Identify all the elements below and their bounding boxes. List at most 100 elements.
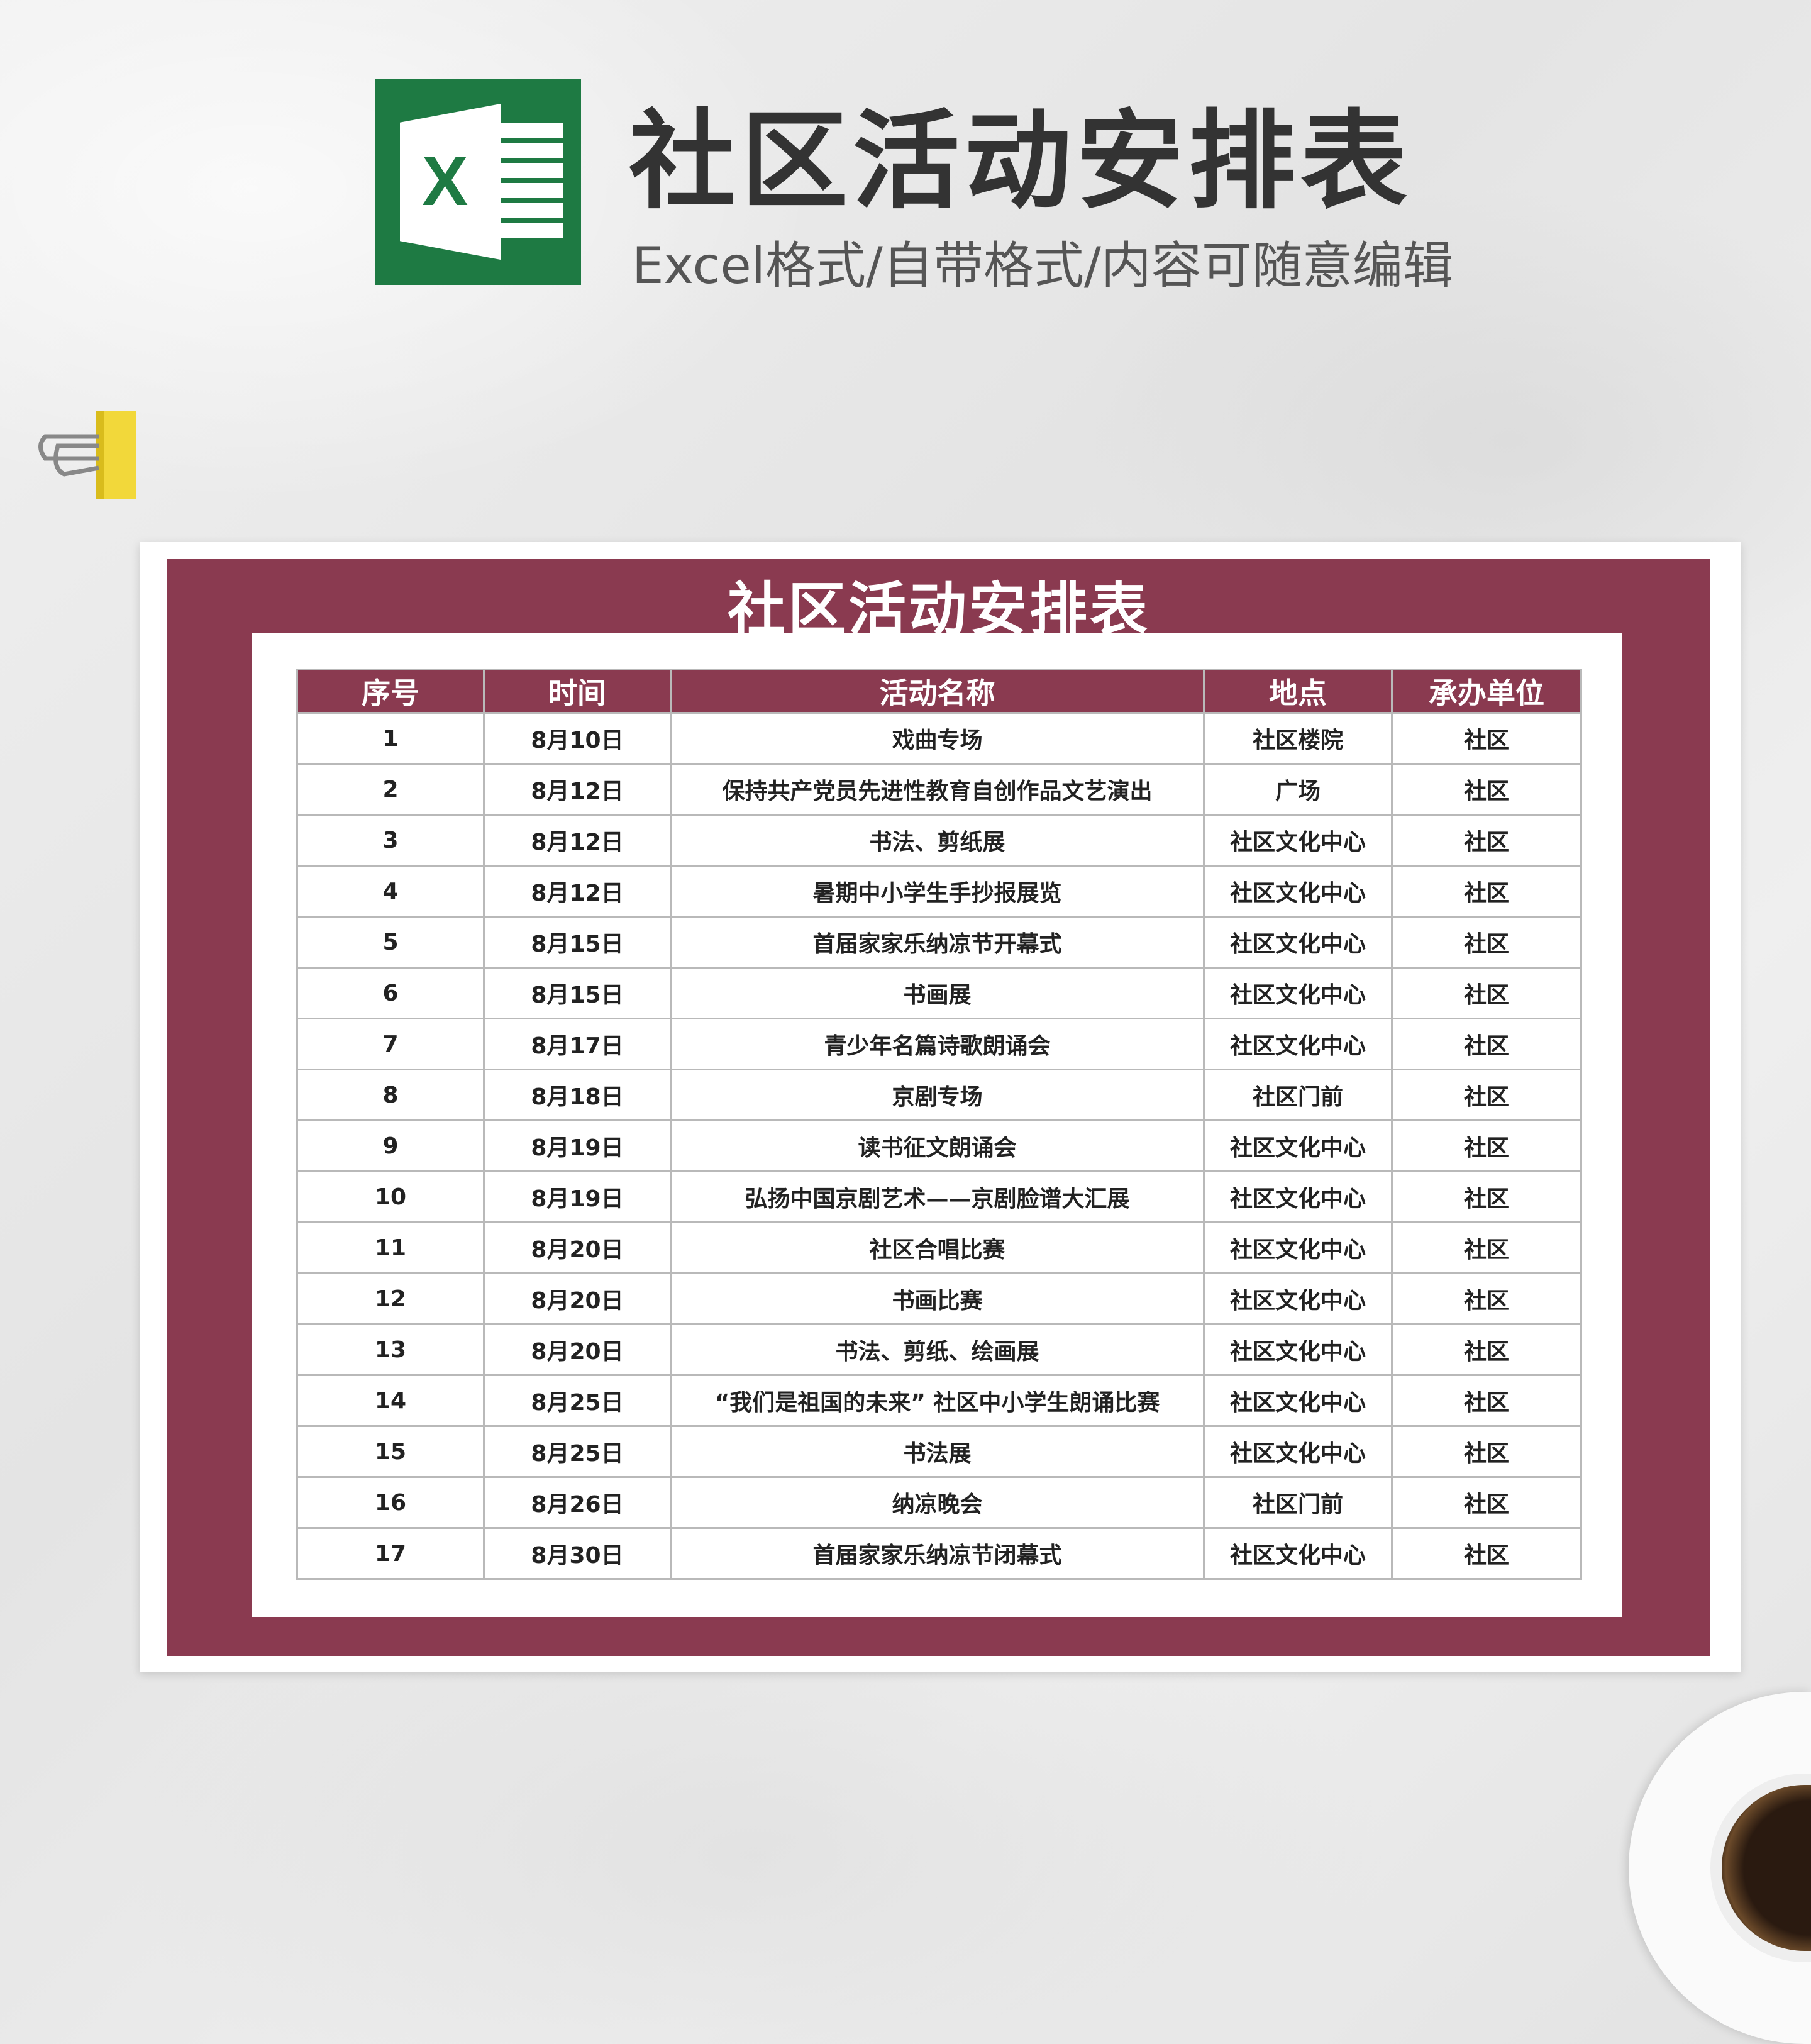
table-row: 14 8月25日 “我们是祖国的未来” 社区中小学生朗诵比赛 社区文化中心 社区 (296, 1374, 1582, 1427)
table-cell: 8月26日 (483, 1476, 672, 1529)
table-cell: 社区文化中心 (1203, 1221, 1393, 1274)
table-cell: 社区文化中心 (1203, 916, 1393, 969)
table-cell: 2 (296, 763, 485, 816)
table-cell: 社区文化中心 (1203, 1527, 1393, 1580)
table-cell: 8月10日 (483, 712, 672, 765)
table-cell: 书法、剪纸、绘画展 (670, 1323, 1205, 1376)
table-cell: 书画比赛 (670, 1272, 1205, 1325)
table-row: 8 8月18日 京剧专场 社区门前 社区 (296, 1069, 1582, 1121)
page-subtitle: Excel格式/自带格式/内容可随意编辑 (632, 236, 1453, 295)
table-cell: 14 (296, 1374, 485, 1427)
table-row: 4 8月12日 暑期中小学生手抄报展览 社区文化中心 社区 (296, 865, 1582, 918)
table-cell: 社区 (1391, 1323, 1582, 1376)
binder-clip-icon (38, 411, 136, 499)
table-cell: 8月17日 (483, 1018, 672, 1070)
table-cell: 社区 (1391, 1425, 1582, 1478)
schedule-table: 序号 时间 活动名称 地点 承办单位 1 8月10日 戏曲专场 社区楼院 社区 2 8月12日 保持共… (296, 669, 1582, 1580)
table-cell: 3 (296, 814, 485, 867)
table-cell: 7 (296, 1018, 485, 1070)
table-cell: 社区文化中心 (1203, 865, 1393, 918)
table-cell: 社区 (1391, 1018, 1582, 1070)
table-cell: 社区文化中心 (1203, 1272, 1393, 1325)
table-cell: 弘扬中国京剧艺术——京剧脸谱大汇展 (670, 1170, 1205, 1223)
table-cell: 9 (296, 1119, 485, 1172)
table-cell: 社区合唱比赛 (670, 1221, 1205, 1274)
table-cell: 17 (296, 1527, 485, 1580)
table-cell: 暑期中小学生手抄报展览 (670, 865, 1205, 918)
table-cell: 社区 (1391, 1170, 1582, 1223)
table-cell: 8月12日 (483, 865, 672, 918)
table-cell: 8月20日 (483, 1323, 672, 1376)
table-cell: 书画展 (670, 967, 1205, 1019)
table-cell: 社区 (1391, 916, 1582, 969)
table-cell: 社区 (1391, 1272, 1582, 1325)
table-cell: 13 (296, 1323, 485, 1376)
table-cell: 社区 (1391, 1374, 1582, 1427)
table-cell: 社区文化中心 (1203, 1018, 1393, 1070)
table-cell: 8月15日 (483, 916, 672, 969)
table-header-row: 序号 时间 活动名称 地点 承办单位 (296, 669, 1582, 714)
sheet-title: 社区活动安排表 (727, 576, 1150, 643)
table-cell: 1 (296, 712, 485, 765)
table-cell: 8月19日 (483, 1170, 672, 1223)
table-cell: 8月15日 (483, 967, 672, 1019)
page-title: 社区活动安排表 (629, 99, 1413, 224)
table-cell: 8月20日 (483, 1272, 672, 1325)
table-cell: 社区门前 (1203, 1069, 1393, 1121)
table-row: 3 8月12日 书法、剪纸展 社区文化中心 社区 (296, 814, 1582, 867)
table-cell: 青少年名篇诗歌朗诵会 (670, 1018, 1205, 1070)
table-row: 15 8月25日 书法展 社区文化中心 社区 (296, 1425, 1582, 1478)
table-cell: 12 (296, 1272, 485, 1325)
table-row: 2 8月12日 保持共产党员先进性教育自创作品文艺演出 广场 社区 (296, 763, 1582, 816)
table-cell: 4 (296, 865, 485, 918)
table-row: 7 8月17日 青少年名篇诗歌朗诵会 社区文化中心 社区 (296, 1018, 1582, 1070)
table-cell: 首届家家乐纳凉节闭幕式 (670, 1527, 1205, 1580)
table-cell: 社区文化中心 (1203, 1323, 1393, 1376)
column-header: 活动名称 (670, 669, 1205, 714)
table-cell: 8月12日 (483, 763, 672, 816)
table-cell: 首届家家乐纳凉节开幕式 (670, 916, 1205, 969)
column-header: 时间 (483, 669, 672, 714)
table-cell: 8月25日 (483, 1425, 672, 1478)
table-row: 9 8月19日 读书征文朗诵会 社区文化中心 社区 (296, 1119, 1582, 1172)
table-row: 11 8月20日 社区合唱比赛 社区文化中心 社区 (296, 1221, 1582, 1274)
table-cell: 书法、剪纸展 (670, 814, 1205, 867)
table-cell: 8月20日 (483, 1221, 672, 1274)
table-cell: 社区 (1391, 814, 1582, 867)
table-cell: 保持共产党员先进性教育自创作品文艺演出 (670, 763, 1205, 816)
table-cell: 广场 (1203, 763, 1393, 816)
table-cell: 社区 (1391, 1119, 1582, 1172)
table-row: 13 8月20日 书法、剪纸、绘画展 社区文化中心 社区 (296, 1323, 1582, 1376)
table-cell: 16 (296, 1476, 485, 1529)
table-cell: 社区楼院 (1203, 712, 1393, 765)
column-header: 承办单位 (1391, 669, 1582, 714)
table-cell: 10 (296, 1170, 485, 1223)
table-row: 12 8月20日 书画比赛 社区文化中心 社区 (296, 1272, 1582, 1325)
table-cell: 15 (296, 1425, 485, 1478)
table-cell: 社区 (1391, 763, 1582, 816)
table-cell: 社区 (1391, 712, 1582, 765)
table-row: 5 8月15日 首届家家乐纳凉节开幕式 社区文化中心 社区 (296, 916, 1582, 969)
table-cell: 社区 (1391, 865, 1582, 918)
table-cell: 社区 (1391, 1527, 1582, 1580)
table-cell: 社区文化中心 (1203, 814, 1393, 867)
table-cell: 5 (296, 916, 485, 969)
table-cell: 社区 (1391, 1069, 1582, 1121)
table-cell: 社区文化中心 (1203, 1374, 1393, 1427)
table-cell: 京剧专场 (670, 1069, 1205, 1121)
excel-icon: X (375, 79, 581, 285)
table-cell: 社区文化中心 (1203, 1425, 1393, 1478)
table-cell: 6 (296, 967, 485, 1019)
table-cell: 8月12日 (483, 814, 672, 867)
table-cell: 社区 (1391, 1221, 1582, 1274)
table-cell: 书法展 (670, 1425, 1205, 1478)
table-row: 16 8月26日 纳凉晚会 社区门前 社区 (296, 1476, 1582, 1529)
table-row: 1 8月10日 戏曲专场 社区楼院 社区 (296, 712, 1582, 765)
table-cell: “我们是祖国的未来” 社区中小学生朗诵比赛 (670, 1374, 1205, 1427)
table-cell: 纳凉晚会 (670, 1476, 1205, 1529)
table-cell: 8月25日 (483, 1374, 672, 1427)
column-header: 地点 (1203, 669, 1393, 714)
table-cell: 社区文化中心 (1203, 967, 1393, 1019)
table-cell: 社区文化中心 (1203, 1119, 1393, 1172)
table-cell: 社区门前 (1203, 1476, 1393, 1529)
